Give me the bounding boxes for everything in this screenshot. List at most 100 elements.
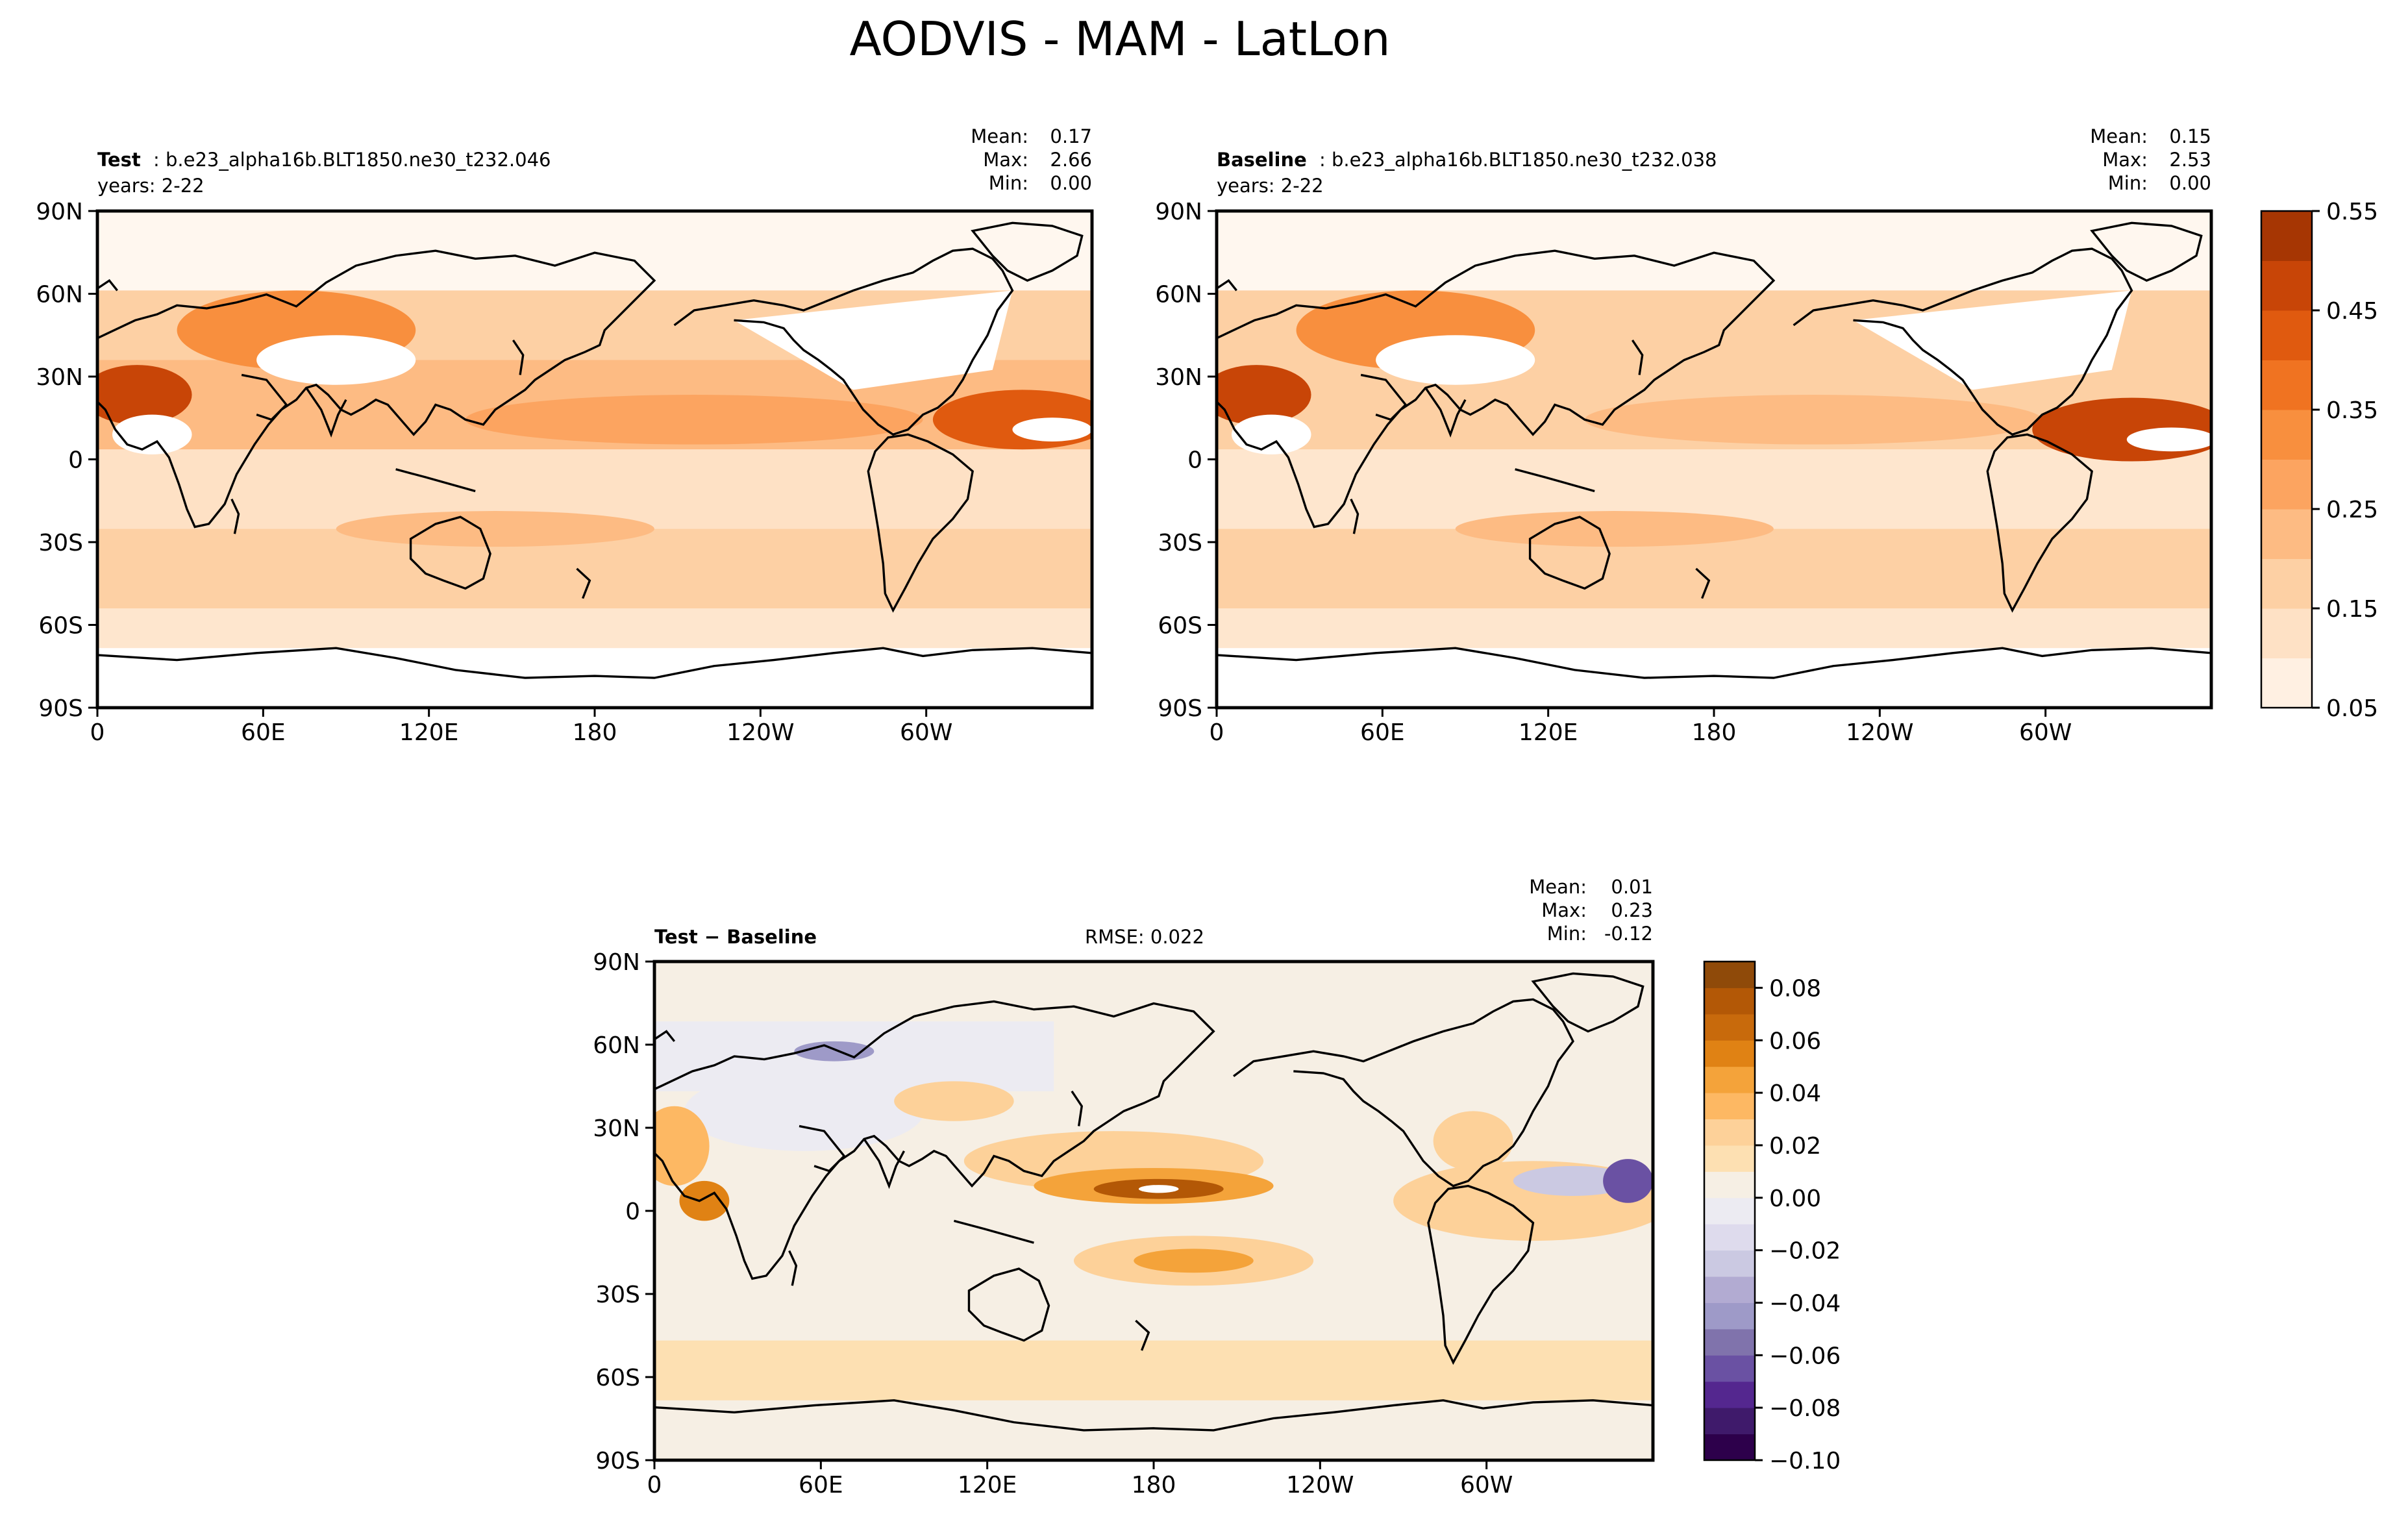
- y-tick-label: 60S: [38, 613, 83, 640]
- colorbar-diff-segment: [1704, 1040, 1755, 1067]
- colorbar-diff-segment: [1704, 1328, 1755, 1356]
- panel-test-max: 2.66: [1050, 149, 1092, 171]
- colorbar-diff-segment: [1704, 988, 1755, 1015]
- x-tick-label: 60W: [2019, 719, 2072, 746]
- panel-test-max-label: Max:: [983, 149, 1028, 171]
- colorbar-diff-segment: [1704, 1171, 1755, 1199]
- map-diff: [652, 960, 1655, 1462]
- colorbar-diff-segment: [1704, 1145, 1755, 1172]
- x-tick-label: 120W: [1846, 719, 1913, 746]
- y-tick-label: 60S: [1158, 613, 1202, 640]
- colorbar-main-segment: [2261, 558, 2312, 609]
- colorbar-main-label: 0.15: [2326, 596, 2378, 623]
- x-tick-label: 0: [647, 1472, 662, 1498]
- panel-diff-min-label: Min:: [1547, 923, 1587, 945]
- panel-test-years: years: 2-22: [97, 175, 205, 197]
- y-tick-label: 90N: [1155, 199, 1202, 225]
- panel-diff-mean-label: Mean:: [1529, 876, 1587, 898]
- colorbar-main-segment: [2261, 658, 2312, 708]
- colorbar-main-segment: [2261, 608, 2312, 658]
- y-tick-label: 30S: [38, 530, 83, 556]
- y-tick-label: 0: [625, 1199, 640, 1225]
- panel-diff-rmse: RMSE: 0.022: [1085, 926, 1204, 948]
- x-tick-label: 120W: [1286, 1472, 1354, 1498]
- y-tick-label: 60N: [1155, 282, 1202, 308]
- colorbar-main-segment: [2261, 459, 2312, 510]
- y-tick-label: 30S: [1158, 530, 1202, 556]
- figure-title: AODVIS - MAM - LatLon: [849, 12, 1391, 66]
- y-tick-label: 30N: [36, 364, 83, 391]
- panel-test-mean-label: Mean:: [971, 125, 1028, 147]
- colorbar-diff-label: 0.02: [1769, 1133, 1821, 1160]
- y-tick-label: 90S: [38, 695, 83, 722]
- y-tick-label: 0: [68, 447, 83, 474]
- y-tick-label: 60N: [593, 1032, 640, 1059]
- panel-diff-max: 0.23: [1611, 899, 1653, 921]
- axis-ticks: 0 60E 120E 180 120W 60W 90N 60N 30N 0 30S 60S 90S 0 60…: [36, 199, 2072, 1498]
- colorbar-diff-segment: [1704, 1119, 1755, 1146]
- colorbar-diff-segment: [1704, 1276, 1755, 1303]
- colorbar-diff-segment: [1704, 962, 1755, 988]
- colorbar-diff-label: −0.04: [1769, 1290, 1841, 1317]
- x-tick-label: 120E: [1519, 719, 1578, 746]
- panel-test-label: Test: [97, 149, 141, 171]
- y-tick-label: 90S: [595, 1448, 640, 1474]
- colorbar-diff-segment: [1704, 1302, 1755, 1330]
- colorbar-diff-segment: [1704, 1013, 1755, 1041]
- y-tick-label: 90N: [36, 199, 83, 225]
- y-tick-label: 30N: [1155, 364, 1202, 391]
- panel-diff: Test − Baseline RMSE: 0.022 Mean: 0.01 M…: [652, 876, 1655, 1462]
- colorbar-diff: 0.08 0.06 0.04 0.02 0.00 −0.02 −0.04 −0.06 −0.08…: [1703, 960, 1841, 1474]
- x-tick-label: 120W: [726, 719, 794, 746]
- colorbar-diff-label: −0.02: [1769, 1238, 1841, 1265]
- colorbar-main-frame: [2260, 210, 2313, 709]
- colorbar-diff-segment: [1704, 1066, 1755, 1093]
- colorbar-diff-label: 0.06: [1769, 1028, 1821, 1054]
- colorbar-main-segment: [2261, 211, 2312, 261]
- x-tick-label: 60E: [1360, 719, 1405, 746]
- panel-baseline-mean-label: Mean:: [2090, 125, 2148, 147]
- x-tick-label: 120E: [958, 1472, 1017, 1498]
- panel-test: Test : b.e23_alpha16b.BLT1850.ne30_t232.…: [95, 125, 1094, 710]
- y-tick-label: 30S: [595, 1282, 640, 1308]
- colorbar-diff-segment: [1704, 1381, 1755, 1408]
- x-tick-label: 0: [90, 719, 105, 746]
- colorbar-diff-segment: [1704, 1355, 1755, 1382]
- y-tick-label: 60S: [595, 1365, 640, 1391]
- colorbar-main-label: 0.05: [2326, 695, 2378, 722]
- panel-test-min-label: Min:: [989, 172, 1028, 194]
- colorbar-diff-segment: [1704, 1408, 1755, 1435]
- colorbar-diff-label: 0.08: [1769, 975, 1821, 1002]
- panel-baseline-case: : b.e23_alpha16b.BLT1850.ne30_t232.038: [1319, 149, 1717, 171]
- panel-diff-label: Test − Baseline: [654, 926, 817, 948]
- x-tick-label: 60W: [900, 719, 952, 746]
- panel-baseline-min: 0.00: [2169, 172, 2211, 194]
- panel-test-min: 0.00: [1050, 172, 1092, 194]
- colorbar-main-segment: [2261, 310, 2312, 360]
- x-tick-label: 0: [1210, 719, 1224, 746]
- panel-baseline-years: years: 2-22: [1217, 175, 1324, 197]
- colorbar-diff-segment: [1704, 1434, 1755, 1461]
- panel-diff-mean: 0.01: [1611, 876, 1653, 898]
- colorbar-diff-segment: [1704, 1250, 1755, 1277]
- panel-baseline-mean: 0.15: [2169, 125, 2211, 147]
- x-tick-label: 180: [1692, 719, 1737, 746]
- colorbar-diff-label: −0.06: [1769, 1343, 1841, 1369]
- colorbar-main-segment: [2261, 509, 2312, 559]
- colorbar-main: 0.05 0.15 0.25 0.35 0.45 0.55: [2260, 199, 2378, 722]
- colorbar-diff-frame: [1703, 960, 1756, 1461]
- colorbar-main-label: 0.45: [2326, 298, 2378, 325]
- x-tick-label: 60E: [241, 719, 286, 746]
- colorbar-diff-label: −0.10: [1769, 1448, 1841, 1474]
- map-baseline: [1215, 209, 2213, 710]
- x-tick-label: 60E: [799, 1472, 843, 1498]
- panel-test-case: : b.e23_alpha16b.BLT1850.ne30_t232.046: [153, 149, 551, 171]
- panel-baseline-max-label: Max:: [2102, 149, 2148, 171]
- colorbar-main-label: 0.55: [2326, 199, 2378, 225]
- colorbar-main-segment: [2261, 410, 2312, 460]
- y-tick-label: 90N: [593, 949, 640, 976]
- y-tick-label: 0: [1187, 447, 1202, 474]
- y-tick-label: 30N: [593, 1115, 640, 1142]
- colorbar-diff-segment: [1704, 1197, 1755, 1224]
